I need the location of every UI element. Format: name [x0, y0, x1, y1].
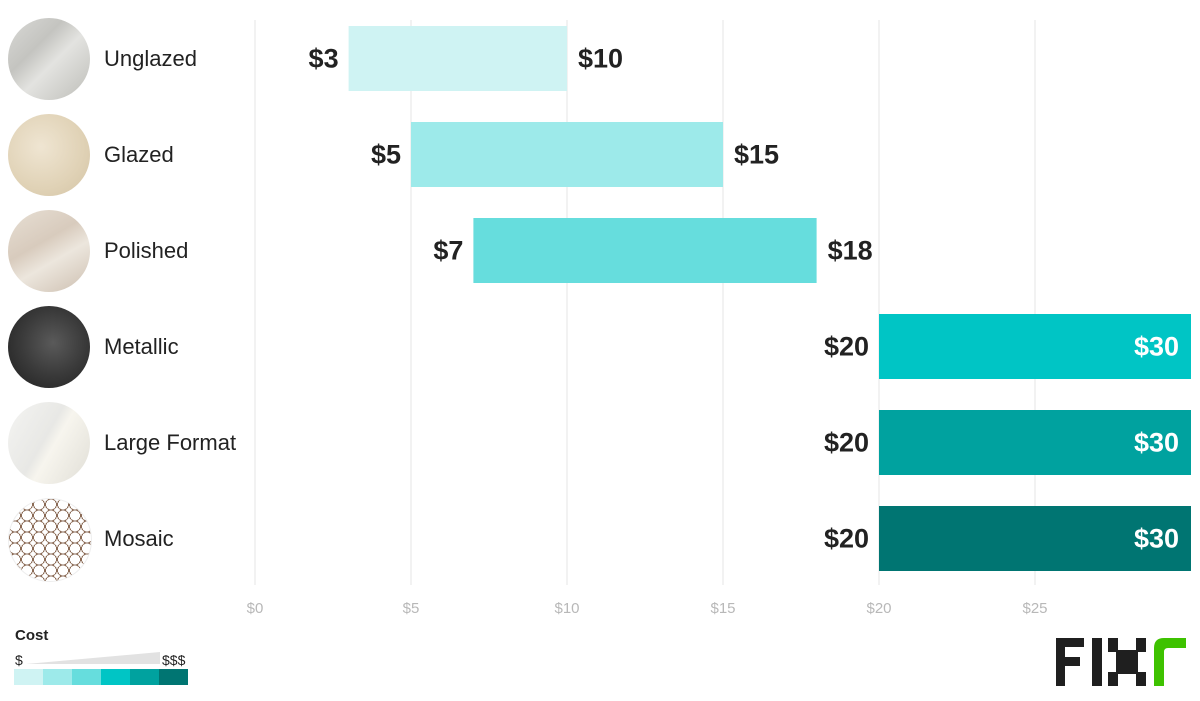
logo-glyph: [1136, 672, 1146, 686]
legend-high-label: $$$: [162, 652, 186, 668]
bar: [348, 26, 567, 91]
high-value-label: $30: [1134, 428, 1179, 458]
high-value-label: $30: [1134, 332, 1179, 362]
legend-title: Cost: [15, 627, 49, 644]
category-label: Large Format: [104, 429, 237, 455]
bar: [879, 314, 1191, 379]
low-value-label: $20: [824, 428, 869, 458]
tile-swatch-dark-metal: [8, 305, 90, 388]
tile-swatch-cream-stone: [8, 113, 90, 196]
low-value-label: $3: [309, 44, 339, 74]
logo-glyph: [1108, 638, 1118, 652]
low-value-label: $20: [824, 332, 869, 362]
category-label: Mosaic: [104, 525, 174, 551]
category-label: Polished: [104, 237, 189, 263]
legend-swatch: [43, 669, 72, 685]
bar: [879, 410, 1191, 475]
legend-wedge: [26, 652, 160, 664]
low-value-label: $5: [371, 140, 401, 170]
legend-swatch: [159, 669, 188, 685]
category-label: Glazed: [104, 141, 174, 167]
legend-low-label: $: [15, 652, 23, 668]
x-tick-label: $15: [710, 600, 735, 617]
tile-swatch-hex-mosaic: [8, 497, 92, 582]
legend-swatch: [14, 669, 43, 685]
logo-glyph: [1108, 672, 1118, 686]
high-value-label: $15: [734, 140, 779, 170]
logo-glyph: [1056, 657, 1080, 666]
fixr-logo: [1056, 638, 1186, 686]
legend-swatch: [101, 669, 130, 685]
x-tick-label: $25: [1022, 600, 1047, 617]
x-tick-label: $5: [403, 600, 420, 617]
high-value-label: $18: [828, 236, 873, 266]
x-tick-label: $10: [554, 600, 579, 617]
bar: [411, 122, 723, 187]
logo-glyph: [1116, 650, 1138, 674]
x-tick-label: $20: [866, 600, 891, 617]
x-tick-label: $0: [247, 600, 264, 617]
legend-swatch: [72, 669, 101, 685]
logo-glyph: [1136, 638, 1146, 652]
logo-glyph: [1056, 638, 1084, 647]
high-value-label: $30: [1134, 524, 1179, 554]
bar: [879, 506, 1191, 571]
tile-swatch-white-marble: [8, 401, 90, 484]
legend-swatch: [130, 669, 159, 685]
high-value-label: $10: [578, 44, 623, 74]
logo-glyph: [1092, 638, 1102, 686]
category-label: Unglazed: [104, 45, 197, 71]
logo-accent-r: [1154, 638, 1186, 686]
low-value-label: $7: [433, 236, 463, 266]
tile-swatch-beige-marble: [8, 209, 90, 292]
category-label: Metallic: [104, 333, 179, 359]
tile-swatch-gray-stone: [8, 17, 90, 100]
bar: [473, 218, 817, 283]
legend-color-scale: [14, 669, 188, 685]
low-value-label: $20: [824, 524, 869, 554]
